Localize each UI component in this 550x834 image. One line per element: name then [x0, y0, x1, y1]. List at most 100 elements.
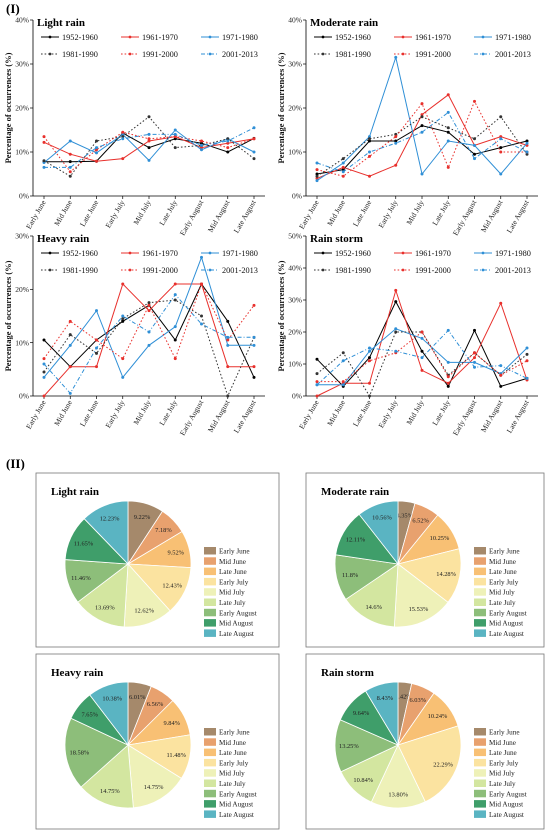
data-point [226, 319, 230, 323]
data-point [121, 132, 125, 136]
slice-label: 11.8% [342, 572, 359, 579]
data-point [525, 352, 529, 356]
legend-marker [321, 251, 325, 255]
data-point [446, 139, 450, 143]
data-point [147, 309, 151, 313]
legend-marker [401, 251, 405, 255]
legend-marker [48, 35, 52, 39]
legend-label: 1991-2000 [142, 266, 178, 275]
legend-marker [481, 52, 485, 56]
data-point [173, 146, 177, 150]
legend-label: Late July [489, 780, 516, 788]
y-tick-label: 50% [288, 232, 302, 241]
data-point [42, 338, 46, 342]
legend-label: Early August [489, 609, 527, 617]
data-point [499, 364, 503, 368]
pie-slice [80, 744, 134, 809]
data-point [473, 360, 476, 364]
data-point [368, 394, 371, 398]
pie-chart-2: Moderate rain 4.35%6.52% 10.25% 14.28% 15.53… [305, 472, 545, 648]
legend-marker [321, 268, 325, 272]
data-point [368, 137, 371, 141]
legend-label: 2001-2013 [495, 266, 531, 275]
x-tick-label: Early June [297, 198, 321, 231]
pie-slice [358, 500, 399, 566]
data-point [252, 150, 256, 154]
panel-title: Heavy rain [37, 233, 89, 245]
legend-label: Late June [219, 568, 247, 576]
x-tick-label: Late August [232, 398, 258, 435]
data-point [95, 351, 98, 355]
data-point [420, 130, 424, 134]
legend-label: Mid August [219, 620, 253, 628]
data-point [173, 137, 177, 141]
legend-marker [321, 52, 325, 56]
slice-label: 8.43% [377, 695, 394, 702]
data-point [95, 365, 98, 369]
line-chart-4: 0%10%20%30%40%50%Early June Mid June Late … [276, 232, 538, 437]
legend-label: Early August [489, 790, 527, 798]
x-tick-label: Late August [232, 198, 258, 235]
x-tick-label: Mid August [479, 398, 505, 434]
slice-label: 9.22% [134, 514, 151, 521]
series-line [316, 94, 528, 179]
legend-marker [208, 35, 212, 39]
data-point [499, 135, 503, 139]
data-point [68, 160, 72, 164]
data-point [473, 351, 476, 355]
data-point [42, 375, 46, 379]
data-point [226, 150, 230, 154]
legend-label: 1981-1990 [335, 50, 371, 59]
pie-slice [397, 548, 462, 603]
slice-label: 13.25% [339, 743, 359, 750]
data-point [121, 319, 125, 323]
slice-label: 6.52% [412, 518, 429, 525]
data-point [420, 356, 424, 360]
data-point [68, 343, 72, 347]
data-point [368, 356, 371, 360]
data-point [252, 303, 256, 307]
data-point [315, 380, 319, 384]
legend-swatch [474, 567, 486, 576]
data-point [173, 293, 177, 297]
data-point [473, 328, 476, 332]
data-point [473, 157, 476, 161]
slice-label: 10.24% [428, 713, 448, 720]
legend-label: Early June [489, 548, 520, 556]
data-point [173, 338, 177, 342]
legend-swatch [204, 789, 216, 798]
line-chart-2: 0% 10% 20% 30% 40% Early June Mid June Late Jun… [276, 16, 538, 237]
legend-swatch [204, 810, 216, 818]
data-point [525, 139, 529, 143]
data-point [252, 126, 256, 130]
data-point [368, 154, 371, 158]
data-point [420, 368, 424, 372]
y-tick-label: 30% [15, 60, 29, 69]
legend-label: 2001-2013 [222, 266, 258, 275]
data-point [200, 255, 203, 259]
legend-label: Early July [489, 578, 519, 586]
data-point [68, 165, 72, 169]
data-point [200, 139, 203, 143]
data-point [394, 330, 398, 334]
legend-label: 1971-1980 [222, 249, 258, 258]
slice-label: 22.29% [433, 762, 453, 769]
data-point [147, 158, 151, 162]
x-tick-label: Early July [376, 398, 399, 429]
legend-swatch [204, 598, 216, 606]
legend-label: 1971-1980 [495, 33, 531, 42]
y-axis-label: Percentage of occurrences (%) [276, 52, 286, 163]
legend-swatch [204, 547, 216, 555]
data-point [147, 146, 151, 150]
data-point [68, 333, 72, 337]
x-tick-label: Late June [351, 198, 374, 228]
x-tick-label: Early June [24, 198, 48, 231]
y-tick-label: 20% [15, 104, 29, 113]
data-point [499, 373, 503, 377]
data-point [394, 135, 398, 139]
legend-swatch [474, 728, 486, 736]
slice-label: 11.65% [74, 540, 94, 547]
legend-label: Early August [219, 790, 257, 798]
data-point [252, 343, 256, 347]
y-tick-label: 30% [288, 60, 302, 69]
